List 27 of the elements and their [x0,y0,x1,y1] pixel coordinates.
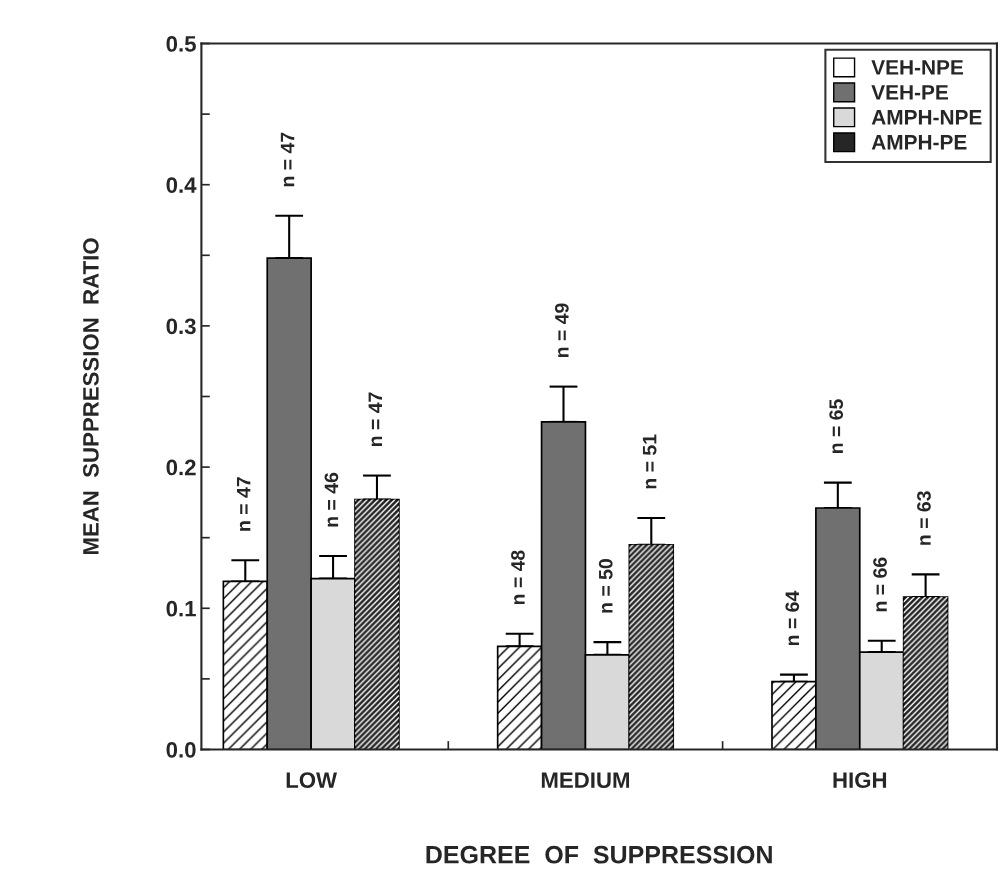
y-tick-label: 0.0 [166,742,196,758]
annotation: n = 64 [785,590,800,646]
annotation: n = 66 [873,557,887,612]
y-tick-label: 0.5 [166,36,196,52]
y-tick-label: 0.3 [166,318,196,335]
annotation: n = 51 [642,434,657,489]
annotation: n = 63 [917,491,931,545]
y-tick-label: 0.4 [166,177,197,193]
y-tick-label: 0.1 [166,600,196,617]
x-tick-label: MEDIUM [541,772,630,789]
annotation: n = 49 [554,303,569,358]
annotation: n = 48 [511,550,525,605]
y-tick-label: 0.2 [166,459,196,476]
x-tick-label: HIGH [833,772,887,789]
annotation: n = 47 [236,477,251,531]
legend-label: VEH-PE [871,85,948,100]
y-axis-title: MEAN SUPPRESSION RATIO [83,238,99,555]
annotation: n = 46 [324,472,339,527]
legend-label: AMPH-PE [871,135,967,150]
annotation: n = 47 [280,132,295,187]
annotation: n = 47 [368,392,382,447]
legend-label: AMPH-NPE [871,110,982,125]
x-tick-label: LOW [286,772,338,789]
annotation: n = 50 [598,559,613,613]
annotation: n = 65 [829,399,844,454]
x-axis-title: DEGREE OF SUPPRESSION [426,845,772,864]
legend-label: VEH-NPE [871,60,964,75]
